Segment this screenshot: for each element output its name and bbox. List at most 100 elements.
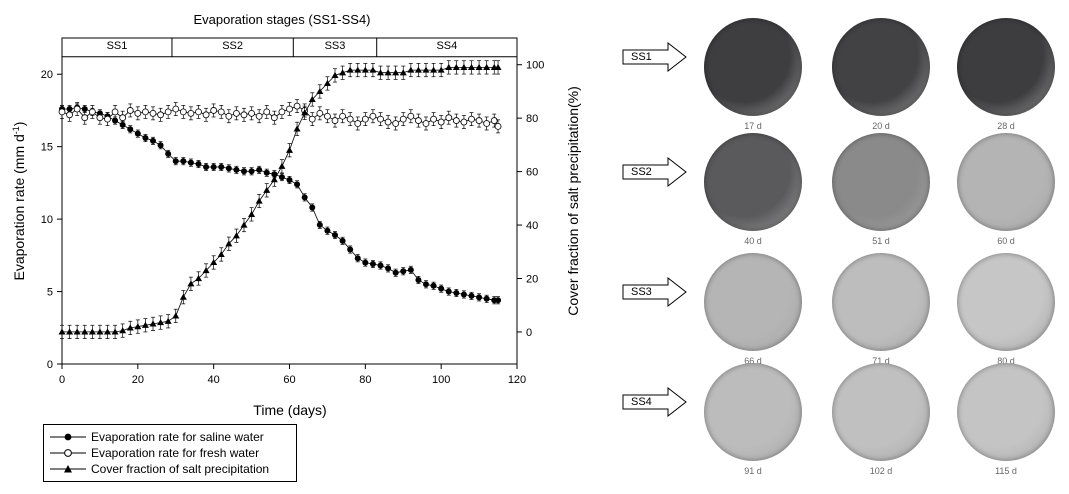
data-point bbox=[384, 69, 392, 76]
data-point bbox=[407, 266, 414, 273]
data-point bbox=[180, 158, 187, 165]
series-1 bbox=[59, 103, 502, 305]
data-point bbox=[323, 79, 331, 87]
soil-column-photo bbox=[832, 253, 930, 351]
data-point bbox=[66, 111, 73, 119]
series-3 bbox=[58, 60, 502, 339]
data-point bbox=[423, 281, 429, 288]
data-point bbox=[414, 66, 422, 73]
chart-legend: Evaporation rate for saline water Evapor… bbox=[43, 424, 297, 482]
photo-day-label: 66 d bbox=[744, 356, 762, 366]
stage-arrow-ss1: SS1 bbox=[622, 42, 688, 72]
data-point bbox=[210, 107, 218, 114]
data-point bbox=[452, 63, 460, 70]
arrow-right-icon bbox=[622, 42, 687, 72]
data-point bbox=[232, 232, 240, 239]
arrow-right-icon bbox=[622, 157, 687, 187]
data-point bbox=[475, 117, 483, 124]
data-point bbox=[483, 120, 491, 127]
data-point bbox=[316, 221, 323, 228]
y-right-tick-label: 40 bbox=[526, 220, 538, 232]
soil-column-photo bbox=[957, 18, 1055, 116]
photo-day-label: 71 d bbox=[872, 356, 890, 366]
x-axis-label: Time (days) bbox=[253, 402, 326, 418]
y-right-tick-label: 0 bbox=[526, 327, 532, 339]
data-point bbox=[308, 95, 316, 103]
soil-column-photo bbox=[832, 363, 930, 461]
data-point bbox=[172, 312, 180, 319]
legend-label-saline: Evaporation rate for saline water bbox=[91, 429, 264, 444]
y-left-tick-label: 5 bbox=[47, 287, 53, 299]
data-point bbox=[392, 69, 400, 76]
data-point bbox=[241, 168, 247, 175]
data-point bbox=[384, 118, 392, 126]
data-point bbox=[172, 105, 180, 113]
data-point bbox=[255, 197, 263, 204]
data-point bbox=[134, 130, 141, 137]
y-left-tick-label: 20 bbox=[41, 69, 53, 81]
data-point bbox=[263, 186, 271, 193]
y-right-tick-label: 80 bbox=[526, 113, 538, 125]
chart-title: Evaporation stages (SS1-SS4) bbox=[193, 12, 370, 27]
data-point bbox=[96, 328, 104, 335]
arrow-right-icon bbox=[622, 277, 687, 307]
y-right-tick-label: 20 bbox=[526, 273, 538, 285]
data-point bbox=[415, 276, 422, 283]
data-point bbox=[286, 105, 293, 113]
data-point bbox=[468, 63, 475, 70]
data-point bbox=[58, 328, 66, 335]
data-point bbox=[494, 122, 502, 130]
data-point bbox=[195, 274, 202, 282]
data-point bbox=[392, 120, 400, 127]
data-point bbox=[179, 108, 187, 116]
data-point bbox=[324, 227, 331, 234]
data-point bbox=[263, 169, 270, 176]
data-point bbox=[217, 250, 225, 258]
photo-day-label: 102 d bbox=[869, 466, 893, 476]
data-point bbox=[399, 115, 407, 123]
data-point bbox=[437, 118, 445, 126]
data-point bbox=[203, 163, 210, 170]
data-point bbox=[202, 266, 210, 274]
data-point bbox=[369, 66, 377, 73]
data-point bbox=[88, 328, 96, 335]
data-point bbox=[301, 194, 308, 201]
data-point bbox=[202, 111, 210, 119]
data-point bbox=[164, 108, 172, 116]
data-point bbox=[468, 292, 475, 299]
stage-band: SS1 SS2 SS3 SS4 bbox=[62, 38, 517, 58]
data-point bbox=[81, 105, 88, 112]
soil-column-photo bbox=[957, 253, 1055, 351]
data-point bbox=[316, 109, 324, 117]
data-point bbox=[164, 317, 172, 324]
data-point bbox=[88, 108, 96, 116]
data-point bbox=[278, 108, 286, 116]
photo-day-label: 40 d bbox=[744, 236, 762, 246]
data-point bbox=[490, 117, 498, 124]
data-point bbox=[301, 109, 309, 116]
data-point bbox=[149, 320, 157, 327]
series-layer bbox=[58, 60, 502, 339]
stage-arrow-ss3: SS3 bbox=[622, 277, 688, 307]
legend-item-saline: Evaporation rate for saline water bbox=[50, 429, 264, 444]
data-point bbox=[248, 168, 255, 175]
x-tick-label: 120 bbox=[508, 374, 526, 386]
data-point bbox=[316, 87, 324, 95]
data-point bbox=[339, 237, 346, 244]
data-point bbox=[495, 297, 502, 304]
stage-label: SS3 bbox=[325, 40, 346, 52]
data-point bbox=[195, 161, 202, 168]
data-point bbox=[134, 109, 142, 117]
data-point bbox=[104, 328, 111, 335]
data-point bbox=[399, 69, 407, 76]
data-point bbox=[422, 66, 430, 73]
data-point bbox=[392, 269, 399, 276]
data-point bbox=[240, 221, 248, 228]
x-tick-label: 20 bbox=[132, 374, 144, 386]
data-point bbox=[483, 295, 490, 302]
data-point bbox=[339, 69, 347, 76]
y-axis-right-label: Cover fraction of salt precipitation(%) bbox=[565, 86, 581, 316]
data-point bbox=[179, 293, 187, 300]
x-axis: 0 20 40 60 80 100 120 bbox=[59, 364, 526, 386]
data-point bbox=[150, 137, 156, 144]
